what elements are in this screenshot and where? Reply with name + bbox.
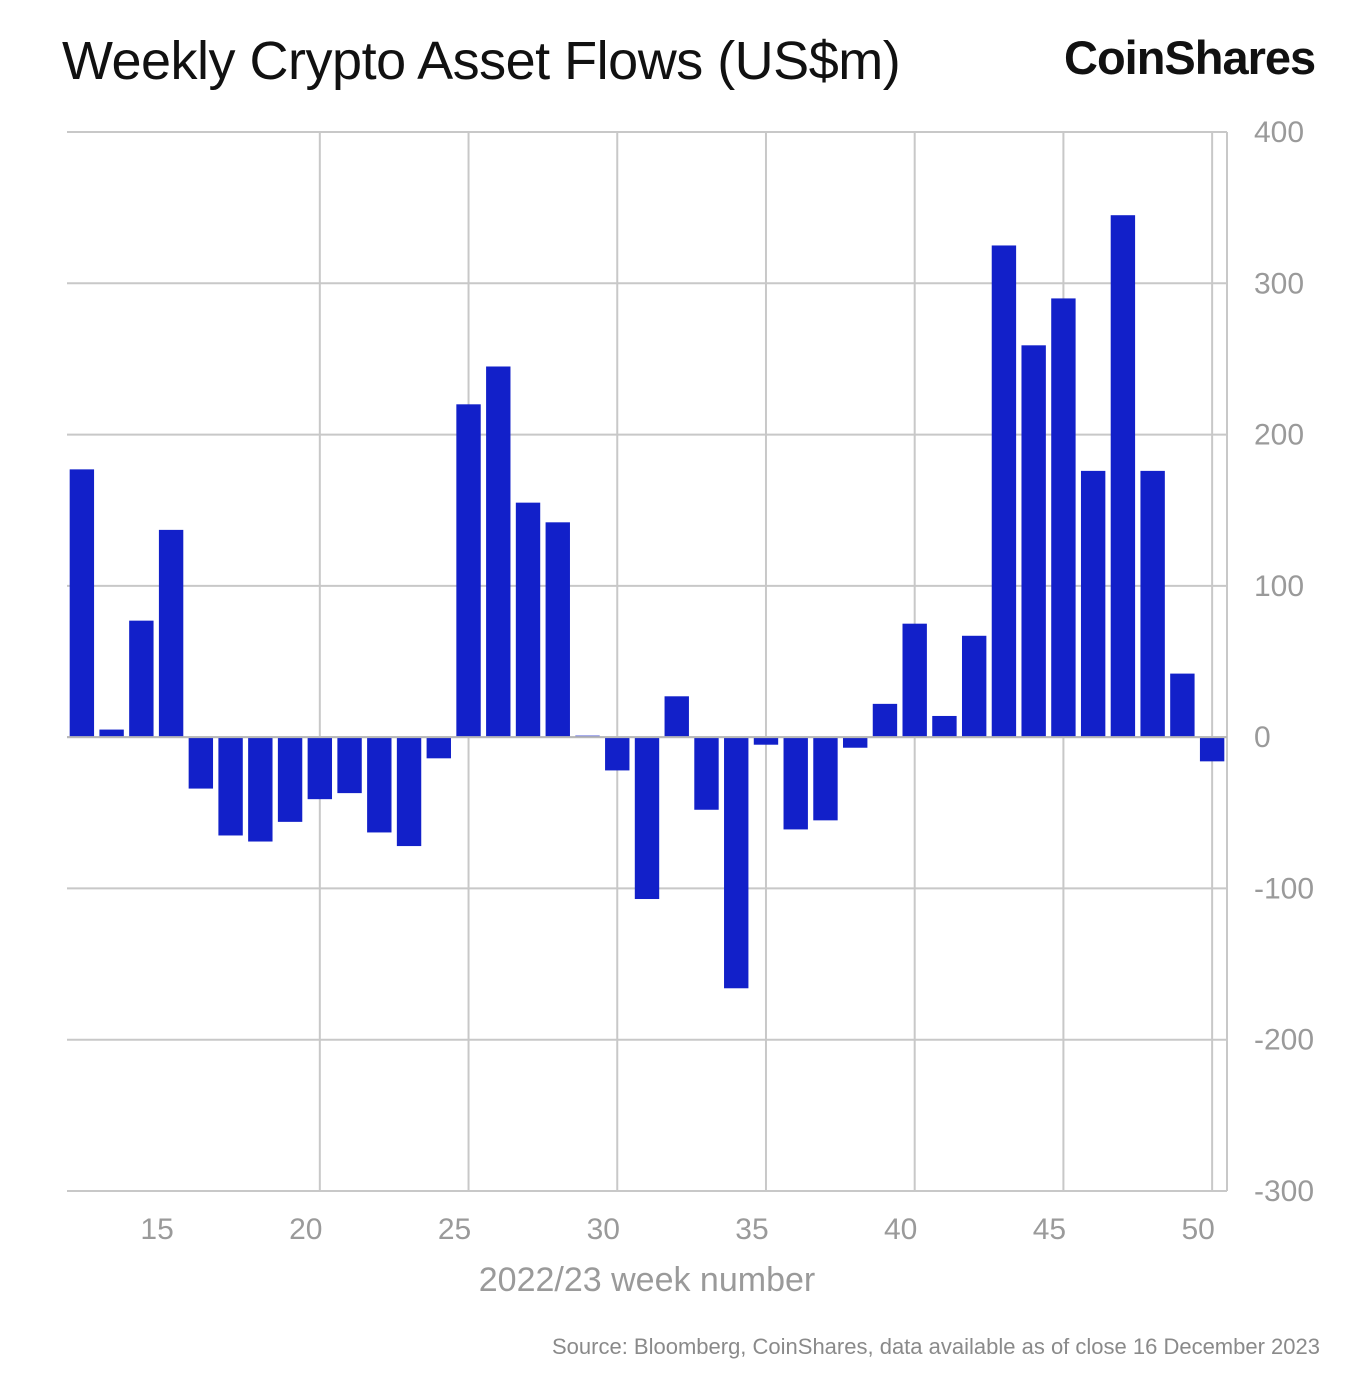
bar-week-43 <box>991 245 1017 738</box>
bars <box>69 215 1225 989</box>
bar-week-49 <box>1170 673 1195 738</box>
bar-week-20 <box>307 737 333 800</box>
x-tick-label: 50 <box>1181 1213 1214 1246</box>
bar-week-50 <box>1199 737 1225 762</box>
bar-week-22 <box>367 737 392 833</box>
bar-week-16 <box>188 737 214 789</box>
bar-week-40 <box>902 623 927 738</box>
y-tick-label: -100 <box>1254 872 1314 905</box>
bar-week-25 <box>456 404 481 738</box>
bar-week-38 <box>843 737 868 748</box>
bar-week-45 <box>1051 298 1076 738</box>
bar-week-33 <box>694 737 719 810</box>
bar-week-41 <box>932 715 957 738</box>
x-tick-label: 20 <box>289 1213 322 1246</box>
bar-week-12 <box>69 469 95 738</box>
bar-week-31 <box>634 737 660 900</box>
y-tick-label: 300 <box>1254 267 1304 300</box>
y-tick-label: 0 <box>1254 721 1271 754</box>
bar-week-15 <box>158 529 184 738</box>
bar-week-34 <box>724 737 749 989</box>
bar-week-30 <box>605 737 630 771</box>
bar-week-27 <box>515 502 541 738</box>
bar-week-14 <box>129 620 154 738</box>
y-tick-label: -300 <box>1254 1175 1314 1208</box>
x-tick-label: 30 <box>587 1213 620 1246</box>
bar-week-32 <box>664 696 689 738</box>
brand-logo: CoinShares <box>1064 31 1316 84</box>
bar-week-28 <box>545 522 570 738</box>
bar-week-19 <box>277 737 303 822</box>
bar-week-37 <box>813 737 838 821</box>
bar-week-17 <box>218 737 243 836</box>
axes <box>67 132 1228 1191</box>
x-axis-title: 2022/23 week number <box>479 1261 815 1299</box>
bar-week-18 <box>248 737 273 842</box>
bar-week-36 <box>783 737 808 830</box>
x-tick-label: 25 <box>438 1213 471 1246</box>
bar-week-26 <box>486 366 511 738</box>
bar-week-42 <box>961 635 987 738</box>
x-tick-label: 45 <box>1033 1213 1066 1246</box>
bar-week-48 <box>1140 470 1165 738</box>
bar-week-46 <box>1080 470 1106 738</box>
bar-week-39 <box>872 703 898 738</box>
x-tick-label: 35 <box>735 1213 768 1246</box>
bar-week-47 <box>1110 215 1136 738</box>
bar-week-23 <box>396 737 422 847</box>
x-tick-label: 40 <box>884 1213 917 1246</box>
y-tick-label: -200 <box>1254 1024 1314 1057</box>
bar-week-21 <box>337 737 362 794</box>
x-tick-label: 15 <box>140 1213 173 1246</box>
y-tick-label: 100 <box>1254 570 1304 603</box>
chart-title: Weekly Crypto Asset Flows (US$m) <box>62 31 901 91</box>
source-note: Source: Bloomberg, CoinShares, data avai… <box>551 1334 1320 1359</box>
tick-labels: 400 300 200 100 0 -100 -200 -300 15 20 25 30 35 40 45 5… <box>140 116 1314 1246</box>
bar-week-24 <box>426 737 451 759</box>
bar-week-13 <box>99 729 124 738</box>
y-tick-label: 400 <box>1254 116 1304 149</box>
y-tick-label: 200 <box>1254 419 1304 452</box>
bar-week-44 <box>1021 345 1046 738</box>
bar-week-35 <box>753 737 779 745</box>
